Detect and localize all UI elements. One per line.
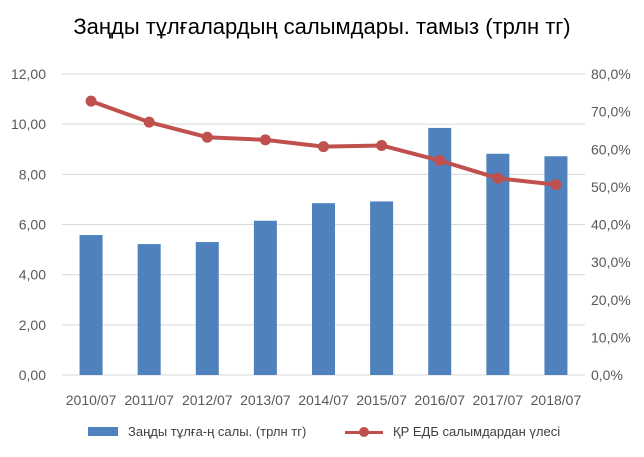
y-right-tick-label: 0,0% — [591, 367, 623, 383]
y-right-tick-label: 30,0% — [591, 254, 631, 270]
x-tick-label: 2016/07 — [414, 392, 465, 408]
y-left-tick-label: 0,00 — [19, 367, 46, 383]
y-left-tick-label: 8,00 — [19, 166, 46, 182]
y-right-tick-label: 20,0% — [591, 292, 631, 308]
legend: Заңды тұлға-ң салы. (трлн тг) ҚР ЕДБ сал… — [0, 424, 644, 448]
legend-label-line: ҚР ЕДБ салымдардан үлесі — [393, 424, 561, 439]
y-right-tick-label: 50,0% — [591, 179, 631, 195]
line-point — [376, 139, 388, 151]
bar — [544, 156, 568, 375]
x-tick-label: 2011/07 — [124, 392, 174, 408]
y-left-tick-label: 4,00 — [19, 267, 46, 283]
bar — [253, 220, 277, 375]
y-right-tick-label: 10,0% — [591, 329, 631, 345]
bar-series — [79, 127, 568, 375]
y-left-tick-label: 2,00 — [19, 317, 46, 333]
y-left-tick-label: 10,00 — [11, 116, 46, 132]
bar — [428, 127, 452, 375]
axes: 0,00 2,00 4,00 6,00 8,00 10,00 12,00 0,0% 10,0% 2… — [11, 66, 631, 408]
legend-swatch-bar — [88, 427, 118, 436]
line-point — [201, 131, 213, 143]
bar — [486, 153, 510, 375]
line-point — [318, 141, 329, 153]
bar — [312, 203, 335, 375]
y-right-tick-label: 70,0% — [591, 104, 631, 120]
x-tick-label: 2014/07 — [298, 392, 349, 408]
bar — [79, 235, 103, 375]
x-tick-label: 2013/07 — [240, 392, 291, 408]
line-series — [85, 95, 562, 191]
y-right-tick-label: 80,0% — [591, 66, 631, 82]
y-right-tick-label: 60,0% — [591, 141, 631, 157]
x-tick-label: 2015/07 — [356, 392, 407, 408]
y-right-tick-label: 40,0% — [591, 217, 631, 233]
legend-item-bars: Заңды тұлға-ң салы. (трлн тг) — [88, 424, 306, 439]
line-point — [85, 95, 97, 107]
line-point — [434, 155, 446, 167]
y-left-tick-label: 12,00 — [11, 66, 46, 82]
legend-swatch-line — [345, 425, 383, 439]
y-left-tick-label: 6,00 — [19, 217, 46, 233]
legend-label-bars: Заңды тұлға-ң салы. (трлн тг) — [128, 424, 307, 439]
line-point — [492, 172, 504, 184]
bar — [137, 244, 161, 375]
x-tick-label: 2018/07 — [531, 392, 582, 408]
line-point — [550, 179, 562, 191]
x-tick-label: 2017/07 — [473, 392, 524, 408]
x-tick-label: 2010/07 — [66, 392, 117, 408]
bar — [370, 201, 394, 375]
line-point — [143, 116, 155, 128]
x-tick-label: 2012/07 — [182, 392, 233, 408]
line-point — [259, 134, 271, 146]
legend-item-line: ҚР ЕДБ салымдардан үлесі — [345, 424, 560, 439]
chart-title: Заңды тұлғалардың салымдары. тамыз (трлн… — [73, 14, 571, 39]
bar — [195, 242, 219, 375]
